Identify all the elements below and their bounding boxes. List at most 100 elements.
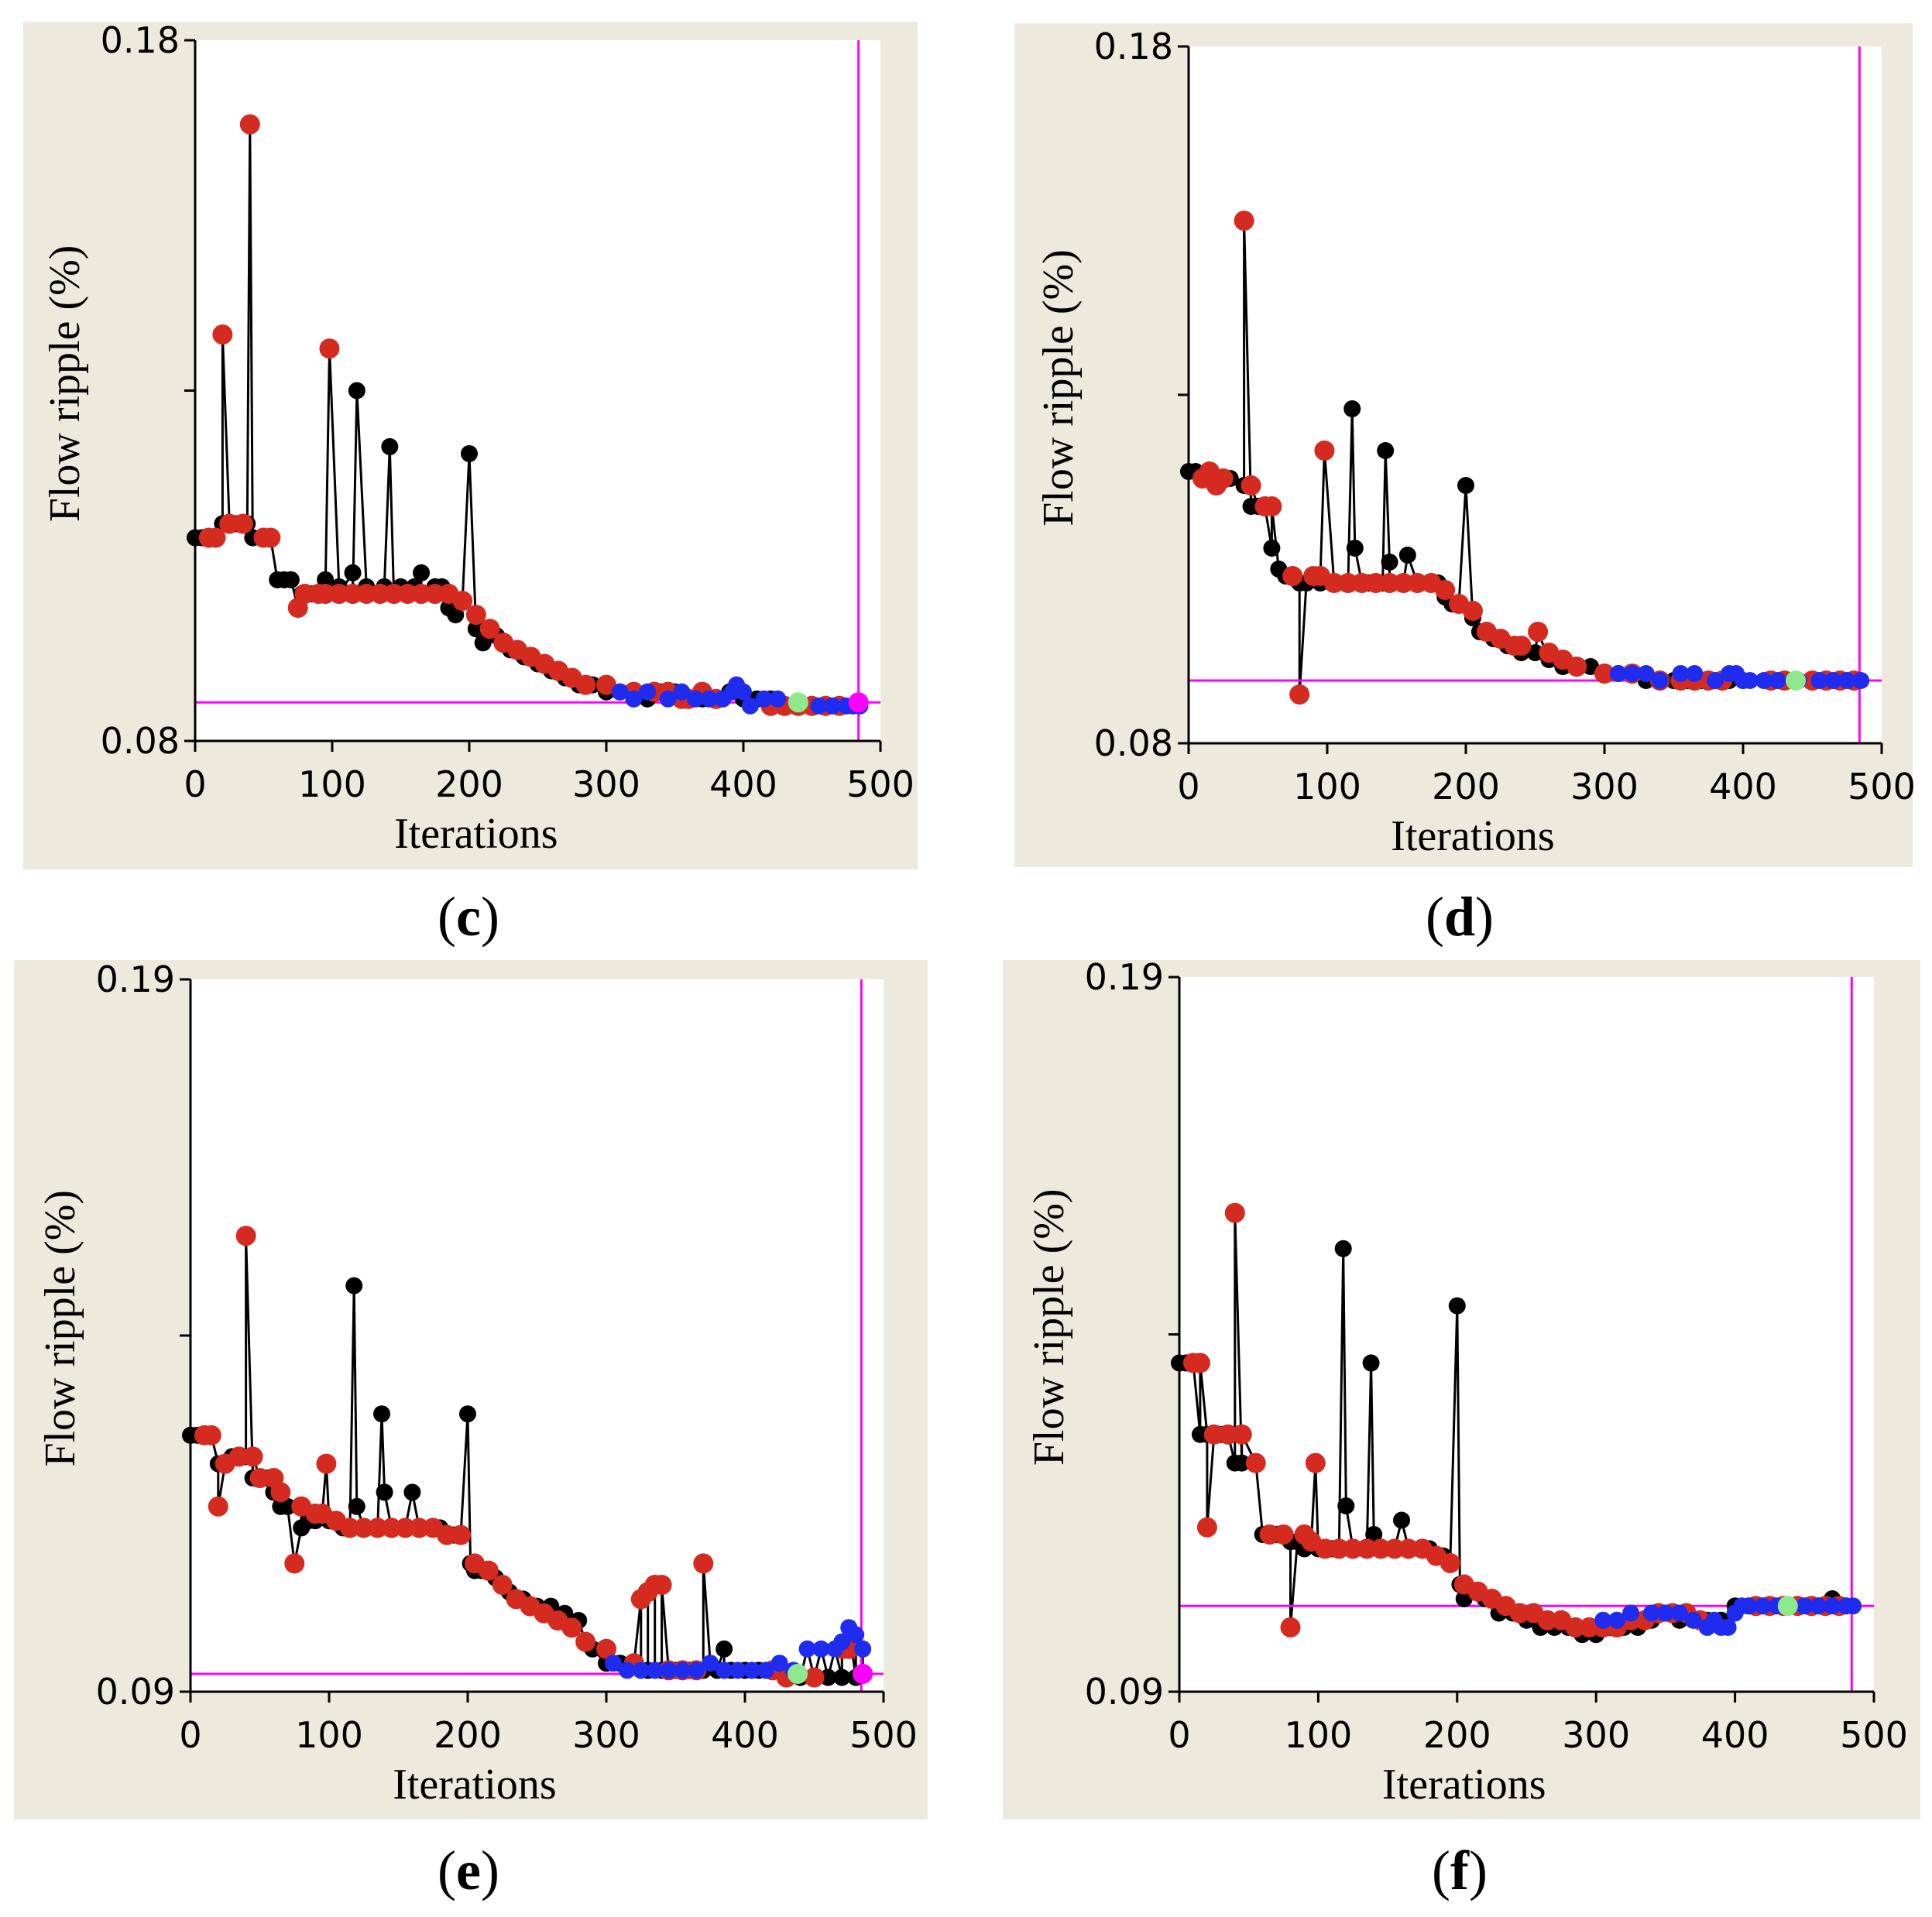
data-point-red [1314,441,1335,461]
data-point-black [345,1277,363,1295]
data-point-blue [743,1662,760,1679]
data-point-red [249,1468,270,1488]
data-point-blue [1824,1597,1841,1615]
data-point-red [353,1517,374,1538]
data-point-black [474,634,492,652]
chart-panel-f: 0 100 200 300 400 500 0.09 0.19 Iterations Flow r… [1003,956,1920,1819]
data-point-red [395,1517,416,1538]
data-point-black [1365,1525,1383,1543]
data-point-blue [833,1633,851,1651]
caption-d: (d) [1425,886,1494,948]
x-tick-label: 0 [1168,1714,1190,1756]
data-point-red [270,1482,291,1503]
data-point-red [1234,211,1254,231]
data-point-blue [854,1640,872,1658]
x-axis-label: Iterations [1391,812,1554,860]
data-point-red [367,1517,388,1538]
data-point-red [561,1617,582,1638]
data-point-black [1381,554,1398,571]
data-point-red [575,1631,596,1652]
data-point-black [1337,1497,1355,1515]
data-point-blue [1769,672,1786,689]
data-point-red [1273,1524,1294,1545]
data-point-red [1231,1424,1252,1445]
data-point-black [1343,400,1361,417]
chart-panel-c: 0 100 200 300 400 500 0.08 0.18 Iterations Flow r… [23,19,918,869]
data-point-red [1196,1517,1217,1538]
data-point-red [1393,573,1414,593]
data-point-red [228,1446,249,1467]
chart-panel-e: 0 100 200 300 400 500 0.09 0.19 Iterations Flow r… [14,958,928,1819]
data-point-red [575,674,596,695]
x-tick-label: 100 [298,763,366,805]
x-tick-label: 400 [709,763,777,805]
data-point-blue [812,1640,830,1658]
chart-e-svg: 0 100 200 300 400 500 0.09 0.19 Iterations Flow r… [14,958,928,1819]
data-point-blue [1608,1611,1626,1629]
data-point-red [242,1446,263,1467]
y-tick-label: 0.18 [101,19,180,61]
data-point-red [437,1524,458,1545]
chart-c-svg: 0 100 200 300 400 500 0.08 0.18 Iterations Flow r… [23,19,918,869]
data-point-red [492,1575,513,1595]
data-point-red [239,114,260,135]
y-tick-label: 0.08 [101,720,180,762]
data-point-black [373,1405,391,1423]
y-tick-label: 0.18 [1094,26,1173,67]
data-point-red [1305,1452,1326,1473]
data-point-black [381,437,399,455]
y-axis-label: Flow ripple (%) [1035,249,1083,526]
data-point-red [212,324,233,345]
data-point-blue [1684,1611,1702,1629]
data-point-red [1245,1452,1266,1473]
data-point-blue [646,1662,664,1679]
x-tick-label: 300 [572,1714,640,1756]
data-point-magenta [853,1664,873,1684]
x-tick-label: 400 [1701,1714,1769,1756]
x-axis-label: Iterations [394,810,558,858]
data-point-black [447,606,465,624]
x-axis-label: Iterations [1382,1761,1546,1809]
x-tick-label: 0 [184,763,206,805]
data-point-red [260,527,281,548]
data-point-black [1398,547,1416,564]
x-tick-label: 0 [1177,766,1199,808]
data-point-red [205,527,226,548]
x-tick-label: 200 [435,763,503,805]
data-point-black [1233,1454,1251,1472]
x-tick-label: 100 [1284,1714,1352,1756]
data-point-red [1537,1610,1558,1631]
data-point-blue [687,690,705,708]
data-point-blue [1594,1611,1612,1629]
data-point-black [1393,1511,1411,1529]
plot-area [1179,977,1874,1692]
data-point-red [316,1453,337,1474]
data-point-red [1385,1538,1405,1559]
data-point-blue [1796,1597,1814,1615]
data-point-black [833,1668,851,1686]
data-point-blue [659,690,677,708]
data-point-black [1334,1240,1352,1257]
data-point-blue [1810,1597,1827,1615]
x-tick-label: 200 [1432,766,1500,808]
data-point-red [1435,580,1456,600]
caption-f: (f) [1432,1840,1488,1902]
data-point-black [282,571,300,588]
data-point-red [1579,1617,1600,1638]
x-tick-label: 400 [1709,766,1777,808]
data-point-blue [847,1626,865,1644]
data-point-blue [1824,672,1842,689]
data-point-magenta [848,692,869,713]
x-tick-label: 300 [572,763,640,805]
data-point-green [1777,1596,1798,1617]
data-point-blue [702,1655,719,1672]
data-point-red [478,1560,499,1581]
data-point-blue [1622,1604,1640,1622]
data-point-red [596,674,616,695]
data-point-red [651,1575,672,1595]
data-point-red [381,1517,402,1538]
data-point-blue [639,683,657,701]
data-point-red [1329,1538,1350,1559]
data-point-red [1280,1617,1301,1638]
data-point-blue [625,690,643,708]
